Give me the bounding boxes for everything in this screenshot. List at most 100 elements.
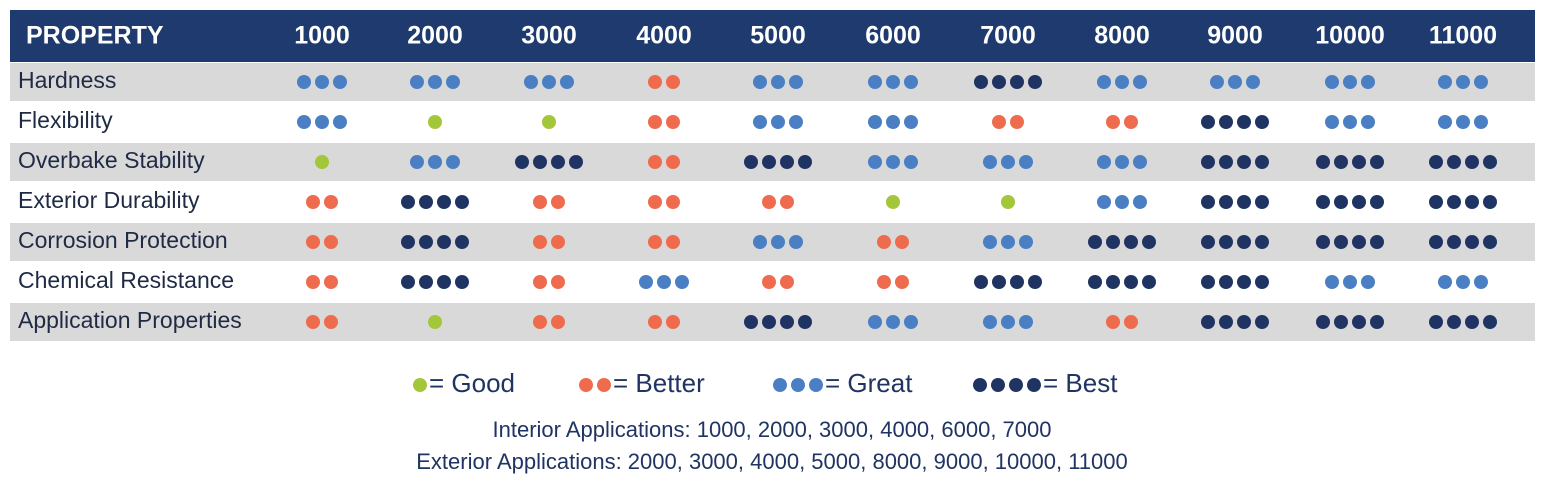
rating	[533, 275, 565, 289]
legend-dots	[773, 378, 823, 392]
rating	[524, 75, 574, 89]
dot	[324, 315, 338, 329]
rating	[1201, 315, 1269, 329]
dot	[1255, 315, 1269, 329]
rating	[1325, 275, 1375, 289]
row-label: Flexibility	[18, 107, 113, 133]
dot	[569, 155, 583, 169]
dot	[1447, 235, 1461, 249]
rating	[1001, 195, 1015, 209]
dot	[657, 275, 671, 289]
rating	[306, 235, 338, 249]
dot	[1370, 235, 1384, 249]
dot	[904, 115, 918, 129]
header-cell: 6000	[865, 22, 921, 50]
dot	[1483, 235, 1497, 249]
dot	[1115, 195, 1129, 209]
rating	[1316, 235, 1384, 249]
dot	[1465, 155, 1479, 169]
dot	[886, 115, 900, 129]
dot	[1028, 275, 1042, 289]
dot	[868, 115, 882, 129]
dot	[771, 115, 785, 129]
dot	[648, 315, 662, 329]
dot	[666, 195, 680, 209]
dot	[533, 195, 547, 209]
dot	[773, 378, 787, 392]
dot	[455, 235, 469, 249]
dot	[1325, 275, 1339, 289]
dot	[1447, 315, 1461, 329]
rating	[868, 155, 918, 169]
rating	[1097, 75, 1147, 89]
dot	[401, 275, 415, 289]
rating	[401, 195, 469, 209]
rating	[1210, 75, 1260, 89]
dot	[791, 378, 805, 392]
dot	[1106, 115, 1120, 129]
rating	[306, 315, 338, 329]
rating	[401, 275, 469, 289]
dot	[419, 275, 433, 289]
dot	[324, 275, 338, 289]
dot	[1352, 235, 1366, 249]
dot	[798, 155, 812, 169]
dot	[1334, 235, 1348, 249]
rating	[1106, 315, 1138, 329]
dot	[992, 75, 1006, 89]
rating	[1429, 315, 1497, 329]
dot	[1001, 315, 1015, 329]
rating	[639, 275, 689, 289]
dot	[551, 315, 565, 329]
rating	[868, 315, 918, 329]
rating	[410, 155, 460, 169]
dot	[297, 75, 311, 89]
dot	[333, 115, 347, 129]
dot	[666, 315, 680, 329]
dot	[1370, 315, 1384, 329]
dot	[1097, 155, 1111, 169]
dot	[446, 75, 460, 89]
rating	[306, 195, 338, 209]
dot	[1246, 75, 1260, 89]
rating	[533, 235, 565, 249]
rating	[428, 115, 442, 129]
dot	[666, 155, 680, 169]
dot	[789, 235, 803, 249]
dot	[1465, 315, 1479, 329]
dot	[1124, 115, 1138, 129]
dot	[1438, 75, 1452, 89]
rating	[1325, 115, 1375, 129]
rating	[648, 155, 680, 169]
rating	[648, 75, 680, 89]
dot	[992, 115, 1006, 129]
rating	[868, 115, 918, 129]
dot	[455, 275, 469, 289]
dot	[877, 235, 891, 249]
dot	[542, 115, 556, 129]
dot	[1255, 195, 1269, 209]
dot	[413, 378, 427, 392]
dot	[1343, 275, 1357, 289]
dot	[1316, 155, 1330, 169]
dot	[542, 75, 556, 89]
dot	[771, 235, 785, 249]
dot	[868, 155, 882, 169]
row-label: Corrosion Protection	[18, 227, 228, 253]
dot	[648, 115, 662, 129]
dot	[1124, 275, 1138, 289]
dot	[333, 75, 347, 89]
rating	[1429, 235, 1497, 249]
dot	[437, 195, 451, 209]
note: Interior Applications: 1000, 2000, 3000,…	[493, 417, 1052, 442]
dot	[1001, 195, 1015, 209]
dot	[1201, 115, 1215, 129]
dot	[780, 275, 794, 289]
dot	[1201, 275, 1215, 289]
rating	[744, 155, 812, 169]
rating	[877, 235, 909, 249]
dot	[1201, 155, 1215, 169]
dot	[1474, 275, 1488, 289]
rating	[753, 235, 803, 249]
dot	[1456, 275, 1470, 289]
